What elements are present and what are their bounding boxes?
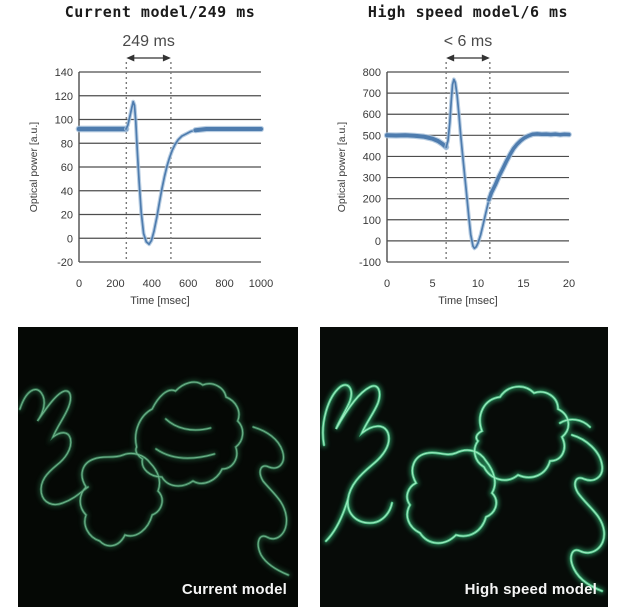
svg-text:0: 0 <box>375 236 381 248</box>
response-time-annotation: < 6 ms <box>443 33 493 50</box>
svg-text:10: 10 <box>472 278 484 290</box>
fluorescence-image <box>320 327 608 607</box>
chart-title-high-speed: High speed model/6 ms <box>367 3 569 21</box>
x-axis-label: Time [msec] <box>438 295 498 307</box>
svg-text:80: 80 <box>61 138 73 150</box>
svg-text:500: 500 <box>363 130 381 142</box>
svg-text:600: 600 <box>363 109 381 121</box>
micrograph-label: Current model <box>181 581 287 598</box>
micrograph-label: High speed model <box>464 581 597 598</box>
svg-text:0: 0 <box>384 278 390 290</box>
svg-text:1000: 1000 <box>249 278 273 290</box>
svg-text:400: 400 <box>143 278 161 290</box>
svg-text:60: 60 <box>61 162 73 174</box>
svg-text:700: 700 <box>363 88 381 100</box>
svg-text:300: 300 <box>363 173 381 185</box>
high-speed-model-micrograph: High speed model <box>320 327 608 607</box>
high-speed-model-chart: -100 0 100 200 300 400 500 600 700 800 0 5 10 15 20 Hi… <box>318 0 618 320</box>
y-axis-label: Optical power [a.u.] <box>336 121 348 213</box>
svg-text:20: 20 <box>563 278 575 290</box>
svg-text:-100: -100 <box>359 257 381 269</box>
svg-text:40: 40 <box>61 186 73 198</box>
svg-text:0: 0 <box>76 278 82 290</box>
svg-text:120: 120 <box>55 91 73 103</box>
svg-text:800: 800 <box>363 67 381 79</box>
response-time-annotation: 249 ms <box>122 33 175 50</box>
current-model-micrograph: Current model <box>18 327 298 607</box>
svg-text:200: 200 <box>106 278 124 290</box>
svg-text:600: 600 <box>179 278 197 290</box>
svg-text:5: 5 <box>429 278 435 290</box>
fluorescence-image <box>18 327 298 607</box>
y-axis-label: Optical power [a.u.] <box>28 121 40 213</box>
svg-text:200: 200 <box>363 194 381 206</box>
svg-text:15: 15 <box>517 278 529 290</box>
chart-title-current: Current model/249 ms <box>64 3 256 21</box>
svg-text:-20: -20 <box>57 257 73 269</box>
svg-text:800: 800 <box>215 278 233 290</box>
svg-text:100: 100 <box>363 215 381 227</box>
x-axis-label: Time [msec] <box>130 295 190 307</box>
current-model-chart: -20 0 20 40 60 80 100 120 140 0 200 400 600 800 1000 C… <box>10 0 310 320</box>
svg-text:100: 100 <box>55 115 73 127</box>
svg-text:140: 140 <box>55 67 73 79</box>
svg-text:20: 20 <box>61 210 73 222</box>
svg-text:0: 0 <box>67 233 73 245</box>
svg-text:400: 400 <box>363 151 381 163</box>
